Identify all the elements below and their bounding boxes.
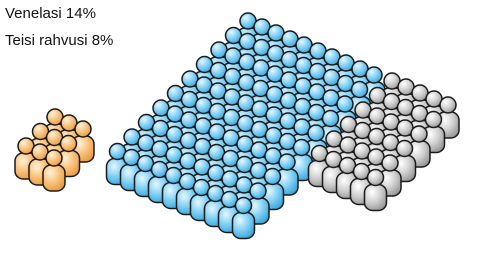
person-icon	[233, 198, 255, 239]
person-icon	[43, 150, 65, 191]
label: Venelasi 14%	[5, 5, 96, 22]
label: Teisi rahvusi 8%	[5, 32, 113, 49]
infographic: Venelasi 14% Teisi rahvusi 8%	[0, 0, 477, 262]
person-icon	[365, 170, 387, 211]
